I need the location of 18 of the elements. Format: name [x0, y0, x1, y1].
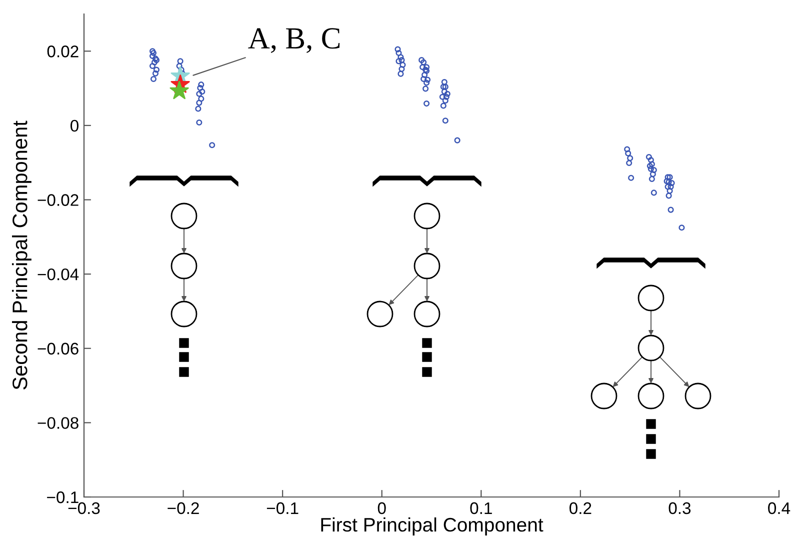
x-tick-label: −0.1 — [266, 502, 298, 514]
y-tick-label: 0.02 — [47, 46, 78, 58]
x-tick-label: −0.3 — [68, 502, 100, 514]
x-tick-label: 0.4 — [768, 502, 790, 514]
x-tick-label: −0.2 — [168, 502, 199, 514]
x-tick-label: 0 — [378, 502, 386, 514]
y-tick-label: −0.08 — [38, 417, 78, 429]
y-axis-title: Second Principal Component — [12, 120, 32, 390]
x-tick-label: 0.3 — [668, 502, 691, 514]
annotation: A, B, C — [248, 28, 340, 54]
x-axis-title: First Principal Component — [321, 517, 544, 536]
y-tick-label: −0.02 — [38, 194, 78, 206]
x-tick-label: 0.2 — [569, 502, 592, 514]
y-tick-label: 0 — [70, 120, 78, 132]
y-tick-label: −0.04 — [38, 268, 79, 280]
y-tick-label: −0.06 — [38, 342, 78, 355]
y-tick-label: −0.1 — [47, 491, 78, 504]
x-tick-label: 0.1 — [470, 502, 492, 514]
